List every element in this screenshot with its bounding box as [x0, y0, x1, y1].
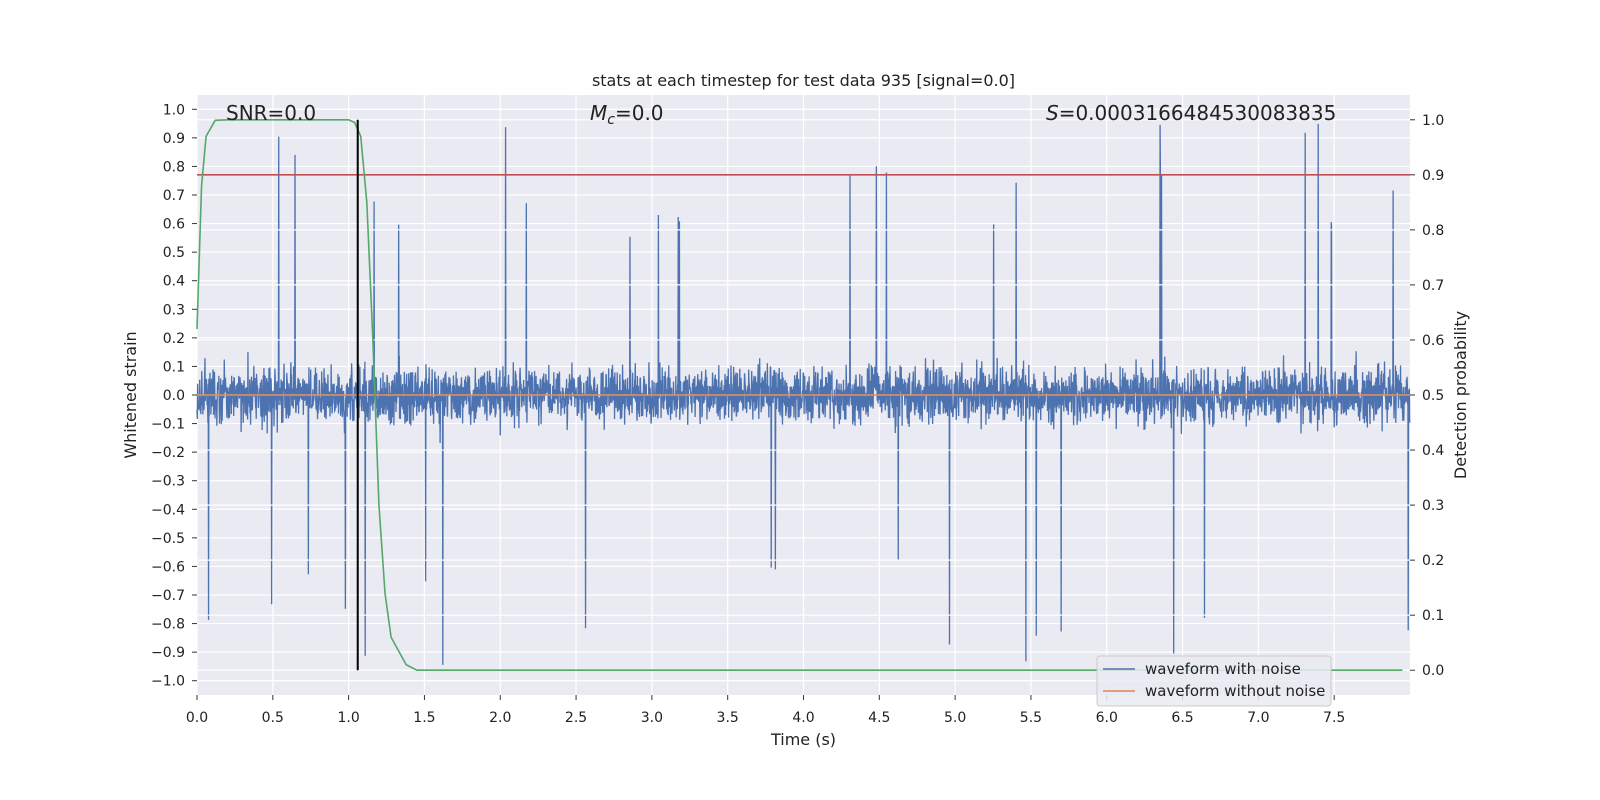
- series-waveform-with-noise: [196, 123, 1411, 665]
- mc-subscript: c: [607, 112, 615, 128]
- x-tick-label: 7.5: [1323, 710, 1345, 726]
- legend-label-with-noise: waveform with noise: [1145, 660, 1301, 678]
- y2-tick-label: 0.8: [1422, 223, 1444, 239]
- y-tick-label: −0.5: [151, 531, 185, 547]
- x-axis-label: Time (s): [770, 730, 836, 749]
- y-tick-label: −0.1: [151, 417, 185, 433]
- y-tick-label: 0.5: [163, 245, 185, 261]
- y-tick-label: −0.8: [151, 617, 185, 633]
- y2-tick-label: 0.7: [1422, 278, 1444, 294]
- y2-tick-label: 0.4: [1422, 443, 1444, 459]
- x-tick-label: 6.5: [1171, 710, 1193, 726]
- y2-axis-label: Detection probability: [1451, 311, 1470, 479]
- chart-title: stats at each timestep for test data 935…: [592, 71, 1015, 90]
- y-tick-label: 0.1: [163, 359, 185, 375]
- x-tick-label: 6.0: [1096, 710, 1118, 726]
- noise-waveform-line: [196, 123, 1411, 665]
- legend-label-without-noise: waveform without noise: [1145, 682, 1325, 700]
- x-tick-label: 4.0: [792, 710, 814, 726]
- y-tick-label: −1.0: [151, 674, 185, 690]
- y2-tick-label: 0.5: [1422, 388, 1444, 404]
- y-tick-label: −0.3: [151, 474, 185, 490]
- y-tick-label: 0.9: [163, 131, 185, 147]
- y2-tick-label: 0.3: [1422, 498, 1444, 514]
- x-tick-label: 1.5: [413, 710, 435, 726]
- y-tick-label: −0.6: [151, 559, 185, 575]
- y-tick-label: 0.0: [163, 388, 185, 404]
- annotation-statistic: S=0.0003166484530083835: [1046, 101, 1336, 125]
- x-tick-label: 7.0: [1247, 710, 1269, 726]
- y2-tick-label: 1.0: [1422, 113, 1444, 129]
- y-tick-label: 0.3: [163, 302, 185, 318]
- x-tick-label: 4.5: [868, 710, 890, 726]
- y2-tick-label: 0.6: [1422, 333, 1444, 349]
- y2-tick-label: 0.2: [1422, 553, 1444, 569]
- y-tick-label: 0.4: [163, 274, 185, 290]
- y2-tick-label: 0.1: [1422, 608, 1444, 624]
- s-symbol: S: [1046, 101, 1059, 125]
- y-tick-label: 1.0: [163, 102, 185, 118]
- x-tick-label: 5.5: [1020, 710, 1042, 726]
- annotation-snr: SNR=0.0: [226, 101, 316, 125]
- y-tick-label: 0.6: [163, 217, 185, 233]
- y-tick-label: −0.9: [151, 645, 185, 661]
- x-tick-label: 3.5: [717, 710, 739, 726]
- y-tick-label: 0.2: [163, 331, 185, 347]
- mc-value: =0.0: [615, 101, 664, 125]
- legend-box: [1096, 655, 1332, 707]
- annotation-chirp-mass: Mc=0.0: [590, 101, 664, 128]
- x-tick-label: 0.0: [186, 710, 208, 726]
- mc-symbol: M: [590, 101, 607, 125]
- y-tick-label: −0.2: [151, 445, 185, 461]
- overlay-lines: [196, 118, 1410, 672]
- legend: waveform with noise waveform without noi…: [1096, 655, 1332, 707]
- y2-tick-label: 0.9: [1422, 168, 1444, 184]
- x-tick-label: 3.0: [641, 710, 663, 726]
- s-value: =0.0003166484530083835: [1059, 101, 1337, 125]
- y-tick-label: 0.7: [163, 188, 185, 204]
- x-tick-label: 2.0: [489, 710, 511, 726]
- x-tick-label: 0.5: [262, 710, 284, 726]
- detection-probability-line: [196, 118, 1403, 672]
- x-tick-label: 1.0: [337, 710, 359, 726]
- y-tick-label: −0.7: [151, 588, 185, 604]
- y2-tick-label: 0.0: [1422, 663, 1444, 679]
- x-tick-label: 2.5: [565, 710, 587, 726]
- y-tick-label: −0.4: [151, 502, 185, 518]
- y-axis-label: Whitened strain: [121, 331, 140, 458]
- y-tick-label: 0.8: [163, 159, 185, 175]
- x-tick-label: 5.0: [944, 710, 966, 726]
- axes: 0.0 0.5 1.0 1.5 2.0 2.5 3.0 3.5 4.0 4.5 5.0 5.5 6.0 6…: [151, 102, 1444, 726]
